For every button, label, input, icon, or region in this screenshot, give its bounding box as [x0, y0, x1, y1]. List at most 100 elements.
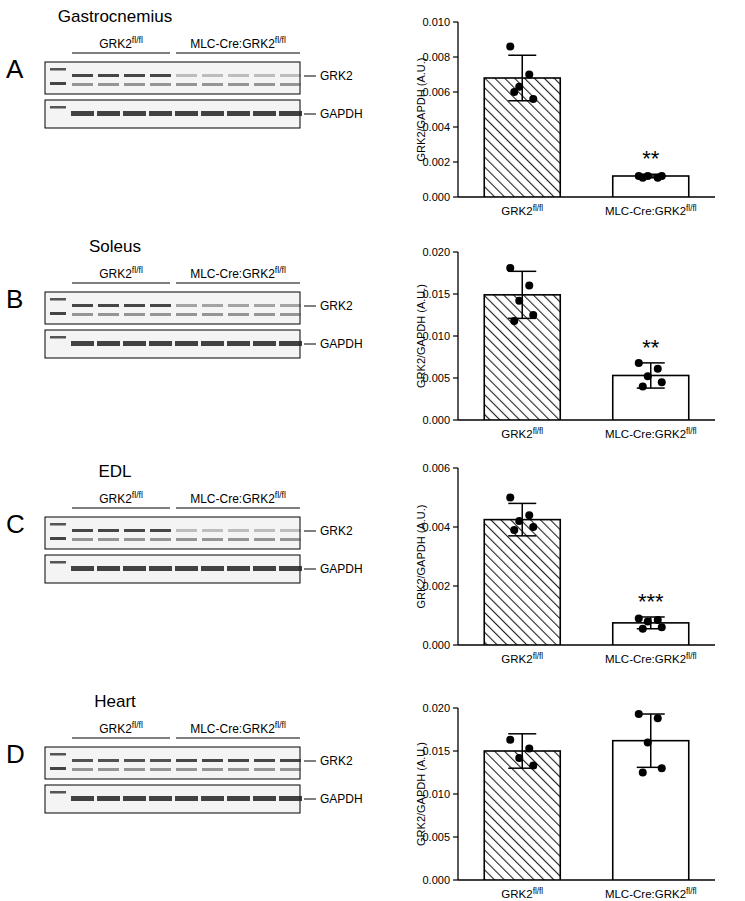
y-tick: [453, 196, 458, 197]
y-tick: [453, 21, 458, 22]
blot-band: [72, 313, 93, 316]
blot-band: [254, 304, 275, 307]
y-tick: [453, 161, 458, 162]
blot-band: [201, 341, 224, 346]
blot-band: [254, 768, 275, 771]
y-tick: [453, 836, 458, 837]
blot-band: [124, 74, 145, 77]
y-tick: [453, 251, 458, 252]
blot-band: [202, 768, 223, 771]
blot-band: [280, 83, 301, 86]
blot-band: [150, 529, 171, 532]
ladder-band: [50, 336, 66, 339]
x-tick-label: GRK2fl/fl: [501, 427, 543, 441]
blot-box: [45, 747, 300, 779]
data-point: [506, 494, 514, 502]
panel: AGastrocnemiusGRK2fl/flMLC-Cre:GRK2fl/fl…: [6, 7, 715, 217]
data-point: [658, 378, 666, 386]
y-tick: [453, 879, 458, 880]
y-axis-label: GRK2/GAPDH (A.U.): [415, 284, 427, 388]
blot-group-label: MLC-Cre:GRK2fl/fl: [190, 720, 286, 736]
blot-band: [175, 566, 198, 571]
x-tick-label: MLC-Cre:GRK2fl/fl: [605, 652, 697, 666]
blot-group-label: GRK2fl/fl: [99, 720, 143, 736]
blot-band: [71, 566, 94, 571]
error-cap: [508, 733, 536, 735]
panel: BSoleusGRK2fl/flMLC-Cre:GRK2fl/flGRK2GAP…: [6, 237, 715, 440]
blot-band: [150, 74, 171, 77]
blot-box: [45, 62, 300, 94]
y-axis-label: GRK2/GAPDH (A.U.): [415, 58, 427, 162]
blot-box: [45, 555, 300, 583]
blot-band: [201, 111, 224, 116]
blot-band: [253, 566, 276, 571]
blot-band: [176, 538, 197, 541]
blot-band: [254, 529, 275, 532]
blot-band: [202, 313, 223, 316]
blot-group-label: MLC-Cre:GRK2fl/fl: [190, 490, 286, 506]
blot-band: [97, 341, 120, 346]
ladder-band: [50, 523, 66, 526]
blot-title: Heart: [94, 692, 136, 711]
band-label: GRK2: [320, 69, 353, 83]
blot-band: [124, 538, 145, 541]
data-point: [510, 88, 518, 96]
y-tick: [453, 126, 458, 127]
blot-box: [45, 785, 300, 813]
blot-band: [72, 759, 93, 762]
plot-area: [484, 494, 689, 646]
data-point: [525, 282, 533, 290]
data-point: [639, 769, 647, 777]
x-tick-label: GRK2fl/fl: [501, 887, 543, 901]
blot-band: [279, 796, 302, 801]
blot-band: [202, 83, 223, 86]
x-tick-label: GRK2fl/fl: [501, 204, 543, 218]
y-axis: [457, 468, 458, 645]
y-tick: [453, 56, 458, 57]
blot-band: [98, 313, 119, 316]
y-axis-label: GRK2/GAPDH (A.U.): [415, 505, 427, 609]
panel: CEDLGRK2fl/flMLC-Cre:GRK2fl/flGRK2GAPDH0…: [6, 462, 715, 665]
blot-band: [176, 759, 197, 762]
data-point: [635, 614, 643, 622]
y-tick-label: 0.020: [422, 702, 450, 714]
blot-band: [124, 83, 145, 86]
band-tick: [304, 344, 316, 345]
blot-band: [150, 538, 171, 541]
blot-band: [71, 796, 94, 801]
ladder-band: [50, 753, 66, 756]
blot-group-label: MLC-Cre:GRK2fl/fl: [190, 35, 286, 51]
y-tick: [453, 293, 458, 294]
error-cap: [508, 535, 536, 537]
blot-band: [280, 759, 301, 762]
error-stem: [522, 271, 524, 318]
blot-band: [201, 796, 224, 801]
blot-group-label: GRK2fl/fl: [99, 35, 143, 51]
blot-band: [228, 304, 249, 307]
blot-band: [176, 768, 197, 771]
data-point: [506, 736, 514, 744]
data-point: [644, 372, 652, 380]
band-label: GAPDH: [320, 562, 363, 576]
ladder-band: [50, 561, 66, 564]
blot-band: [202, 538, 223, 541]
bar: [484, 751, 560, 880]
blot-title: Soleus: [89, 237, 141, 256]
blot-band: [228, 759, 249, 762]
data-point: [644, 738, 652, 746]
blot-band: [124, 759, 145, 762]
error-stem: [522, 734, 524, 768]
blot-band: [150, 768, 171, 771]
blot-band: [124, 313, 145, 316]
error-cap: [508, 55, 536, 57]
data-point: [506, 264, 514, 272]
ladder-band: [50, 537, 66, 540]
blot-band: [254, 538, 275, 541]
ladder-band: [50, 82, 66, 85]
blot-group-line: [176, 52, 300, 53]
y-tick: [453, 707, 458, 708]
y-tick: [453, 644, 458, 645]
data-point: [654, 365, 662, 373]
blot-band: [280, 74, 301, 77]
plot-area: [484, 710, 689, 880]
